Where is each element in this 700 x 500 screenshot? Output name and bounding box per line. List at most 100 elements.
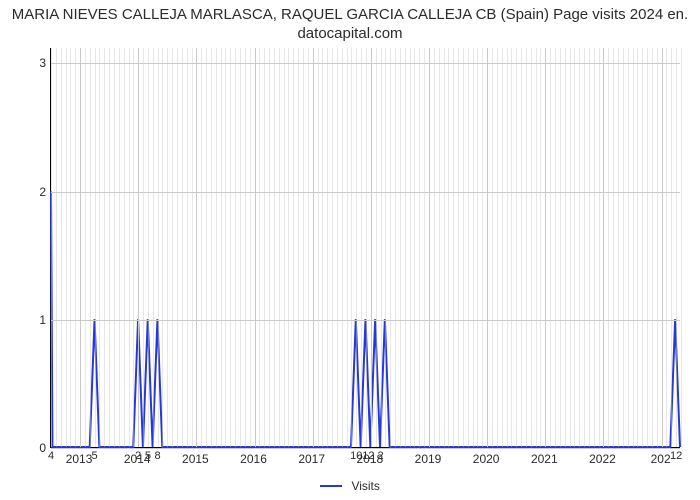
grid-minor-v — [216, 48, 217, 447]
grid-minor-v — [124, 48, 125, 447]
grid-minor-v — [676, 48, 677, 447]
ytick-label: 2 — [34, 185, 46, 199]
grid-minor-v — [322, 48, 323, 447]
xtick-label: 202 — [651, 452, 671, 466]
grid-minor-v — [574, 48, 575, 447]
grid-minor-v — [129, 48, 130, 447]
xtick-label: 2021 — [531, 452, 558, 466]
grid-minor-v — [555, 48, 556, 447]
grid-minor-v — [565, 48, 566, 447]
grid-minor-v — [613, 48, 614, 447]
grid-minor-v — [647, 48, 648, 447]
grid-minor-v — [618, 48, 619, 447]
grid-minor-v — [652, 48, 653, 447]
grid-minor-v — [221, 48, 222, 447]
grid-minor-v — [589, 48, 590, 447]
grid-minor-v — [628, 48, 629, 447]
grid-minor-v — [531, 48, 532, 447]
ytick-label: 3 — [34, 56, 46, 70]
grid-minor-v — [162, 48, 163, 447]
grid-minor-v — [298, 48, 299, 447]
grid-minor-v — [405, 48, 406, 447]
point-label: 8 — [155, 450, 161, 462]
grid-minor-v — [133, 48, 134, 447]
grid-minor-v — [337, 48, 338, 447]
grid-minor-v — [671, 48, 672, 447]
grid-minor-v — [516, 48, 517, 447]
grid-minor-v — [570, 48, 571, 447]
grid-major-v — [429, 48, 430, 447]
grid-minor-v — [642, 48, 643, 447]
grid-minor-v — [327, 48, 328, 447]
grid-minor-v — [434, 48, 435, 447]
grid-minor-v — [608, 48, 609, 447]
grid-minor-v — [153, 48, 154, 447]
xtick-label: 2017 — [298, 452, 325, 466]
grid-minor-v — [637, 48, 638, 447]
grid-minor-v — [540, 48, 541, 447]
grid-minor-v — [385, 48, 386, 447]
grid-minor-v — [95, 48, 96, 447]
point-label: 12 — [670, 450, 682, 462]
grid-minor-v — [666, 48, 667, 447]
grid-minor-v — [492, 48, 493, 447]
grid-minor-v — [206, 48, 207, 447]
plot-area: 452581012212 — [50, 48, 680, 448]
grid-minor-v — [158, 48, 159, 447]
xtick-label: 2022 — [589, 452, 616, 466]
grid-minor-v — [56, 48, 57, 447]
grid-minor-v — [192, 48, 193, 447]
grid-minor-v — [410, 48, 411, 447]
grid-major-v — [371, 48, 372, 447]
grid-minor-v — [458, 48, 459, 447]
grid-minor-v — [66, 48, 67, 447]
grid-minor-v — [332, 48, 333, 447]
grid-minor-v — [599, 48, 600, 447]
grid-minor-v — [536, 48, 537, 447]
grid-minor-v — [482, 48, 483, 447]
grid-minor-v — [400, 48, 401, 447]
grid-major-v — [603, 48, 604, 447]
grid-minor-v — [274, 48, 275, 447]
legend-label: Visits — [351, 479, 379, 493]
grid-minor-v — [201, 48, 202, 447]
grid-major-h — [51, 448, 680, 449]
grid-minor-v — [468, 48, 469, 447]
grid-minor-v — [61, 48, 62, 447]
grid-minor-v — [419, 48, 420, 447]
grid-minor-v — [119, 48, 120, 447]
grid-minor-v — [167, 48, 168, 447]
xtick-label: 2014 — [124, 452, 151, 466]
grid-major-v — [196, 48, 197, 447]
grid-minor-v — [381, 48, 382, 447]
grid-minor-v — [308, 48, 309, 447]
grid-minor-v — [269, 48, 270, 447]
grid-minor-v — [211, 48, 212, 447]
grid-minor-v — [453, 48, 454, 447]
grid-minor-v — [230, 48, 231, 447]
grid-minor-v — [109, 48, 110, 447]
xtick-label: 2015 — [182, 452, 209, 466]
grid-minor-v — [347, 48, 348, 447]
grid-minor-v — [497, 48, 498, 447]
grid-minor-v — [172, 48, 173, 447]
xtick-label: 2020 — [473, 452, 500, 466]
xtick-label: 2013 — [66, 452, 93, 466]
grid-minor-v — [361, 48, 362, 447]
xtick-label: 2019 — [415, 452, 442, 466]
grid-minor-v — [424, 48, 425, 447]
grid-minor-v — [264, 48, 265, 447]
xtick-label: 2016 — [240, 452, 267, 466]
grid-minor-v — [187, 48, 188, 447]
grid-minor-v — [148, 48, 149, 447]
grid-minor-v — [240, 48, 241, 447]
grid-minor-v — [279, 48, 280, 447]
grid-minor-v — [114, 48, 115, 447]
legend-swatch — [320, 485, 342, 487]
grid-minor-v — [90, 48, 91, 447]
grid-major-v — [662, 48, 663, 447]
grid-minor-v — [51, 48, 52, 447]
grid-minor-v — [259, 48, 260, 447]
grid-minor-v — [293, 48, 294, 447]
grid-minor-v — [657, 48, 658, 447]
